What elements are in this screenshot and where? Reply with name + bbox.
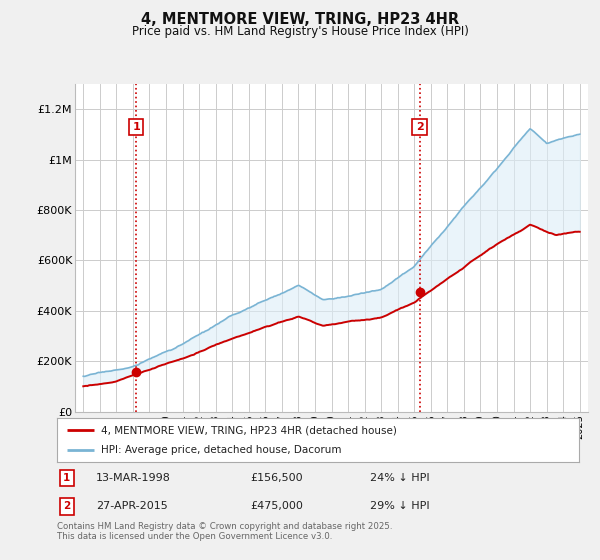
Text: 1: 1	[63, 473, 71, 483]
Text: Contains HM Land Registry data © Crown copyright and database right 2025.
This d: Contains HM Land Registry data © Crown c…	[57, 522, 392, 542]
Text: 29% ↓ HPI: 29% ↓ HPI	[370, 501, 430, 511]
Text: 1: 1	[133, 122, 140, 132]
Text: Price paid vs. HM Land Registry's House Price Index (HPI): Price paid vs. HM Land Registry's House …	[131, 25, 469, 38]
Text: £156,500: £156,500	[250, 473, 303, 483]
Text: 27-APR-2015: 27-APR-2015	[96, 501, 168, 511]
Text: 4, MENTMORE VIEW, TRING, HP23 4HR: 4, MENTMORE VIEW, TRING, HP23 4HR	[141, 12, 459, 27]
Text: £475,000: £475,000	[250, 501, 303, 511]
Text: 4, MENTMORE VIEW, TRING, HP23 4HR (detached house): 4, MENTMORE VIEW, TRING, HP23 4HR (detac…	[101, 425, 397, 435]
Text: 13-MAR-1998: 13-MAR-1998	[96, 473, 171, 483]
Text: 2: 2	[416, 122, 424, 132]
Text: HPI: Average price, detached house, Dacorum: HPI: Average price, detached house, Daco…	[101, 445, 342, 455]
Text: 24% ↓ HPI: 24% ↓ HPI	[370, 473, 430, 483]
Text: 2: 2	[63, 501, 71, 511]
